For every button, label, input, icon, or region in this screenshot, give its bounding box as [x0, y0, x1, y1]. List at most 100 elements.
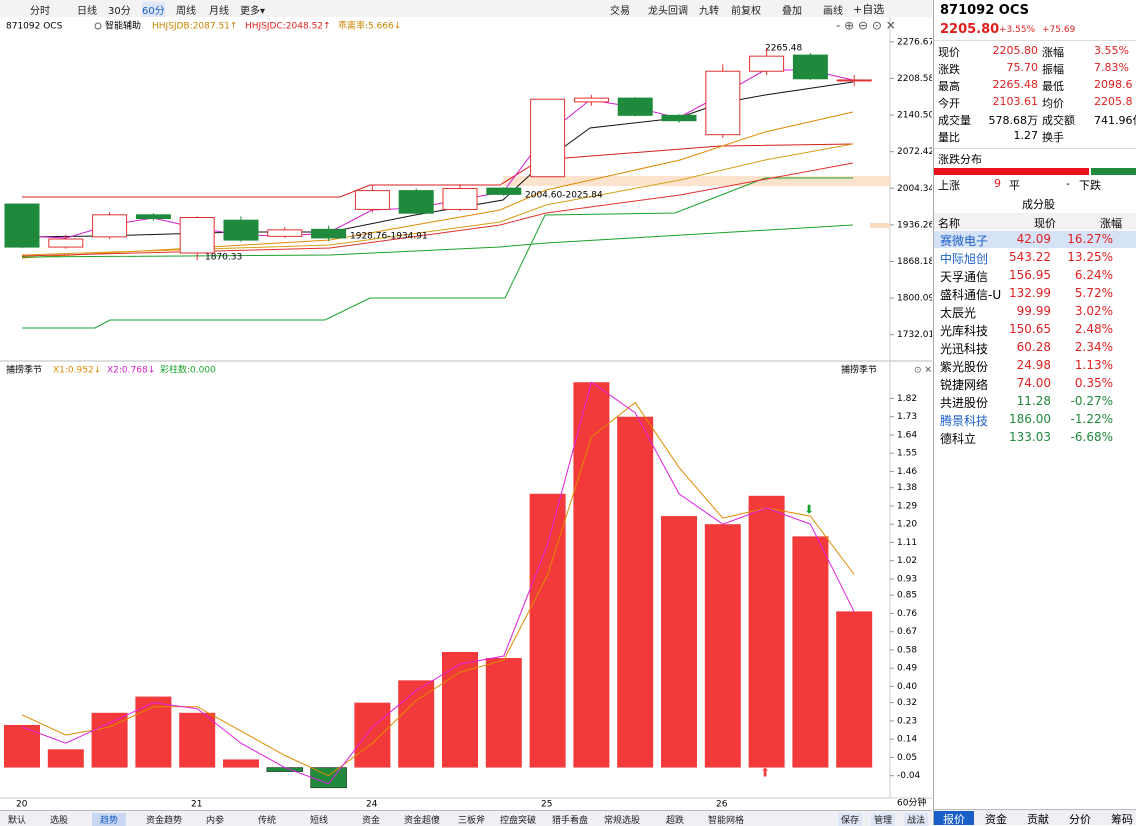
- stock-name[interactable]: 太辰光: [940, 306, 977, 320]
- tab[interactable]: 趋势: [92, 813, 127, 826]
- candle-body: [4, 203, 40, 248]
- bar: [792, 536, 829, 768]
- x-tick-label: 24: [366, 800, 378, 810]
- label: 换手: [1042, 131, 1064, 144]
- panel-tab[interactable]: 分价: [1069, 813, 1091, 825]
- tab[interactable]: 超跌: [666, 816, 685, 826]
- bar: [354, 702, 391, 768]
- stock-name[interactable]: 共进股份: [940, 396, 989, 410]
- panel-tab[interactable]: 筹码: [1111, 813, 1133, 825]
- panel-tab[interactable]: 资金: [985, 813, 1007, 825]
- stock-name[interactable]: 赛微电子: [940, 234, 989, 248]
- toolbar-button[interactable]: 画线: [823, 6, 843, 17]
- panel-tab[interactable]: 贡献: [1027, 813, 1049, 825]
- label: 量比: [938, 131, 960, 144]
- label: 均价: [1042, 97, 1064, 110]
- toolbar-button[interactable]: 周线: [176, 6, 196, 17]
- dist-label: 下跌: [1079, 179, 1101, 192]
- candle-body: [48, 238, 84, 248]
- series-line: [21, 381, 855, 785]
- stock-pct: 1.13%: [1074, 358, 1113, 372]
- stock-name[interactable]: 德科立: [940, 432, 977, 446]
- tab[interactable]: 资金超傻: [404, 816, 441, 826]
- stock-name[interactable]: 中际旭创: [940, 252, 989, 266]
- tab[interactable]: 资金趋势: [146, 816, 183, 826]
- tab[interactable]: 猎手看盘: [552, 816, 589, 826]
- toolbar-button[interactable]: 更多▾: [240, 6, 266, 17]
- y-tick-label: 1.46: [897, 467, 917, 477]
- candle-body: [223, 219, 259, 241]
- candle-body: [311, 228, 347, 239]
- y-tick-label: 0.32: [897, 698, 917, 708]
- toolbar-button[interactable]: 叠加: [782, 6, 802, 17]
- toolbar-button[interactable]: 九转: [699, 6, 719, 17]
- stock-name[interactable]: 光迅科技: [940, 342, 989, 356]
- stock-pct: 2.48%: [1074, 322, 1113, 336]
- stock-name[interactable]: 紫光股份: [940, 360, 989, 374]
- stock-name[interactable]: 锐捷网络: [940, 378, 989, 392]
- tab[interactable]: 资金: [362, 816, 381, 826]
- stock-price: 42.09: [1016, 232, 1051, 246]
- dist-down: [1091, 168, 1136, 175]
- toolbar-button[interactable]: 交易: [610, 6, 630, 17]
- bar: [310, 767, 347, 789]
- label: 涨跌: [938, 63, 960, 76]
- y-tick-label: 1.29: [897, 501, 917, 511]
- toolbar-button[interactable]: +自选: [853, 3, 885, 16]
- value: 3.55%: [1094, 44, 1129, 57]
- toolbar-button[interactable]: 月线: [209, 6, 229, 17]
- tab[interactable]: 常规选股: [604, 816, 641, 826]
- ma-line: [22, 177, 853, 329]
- code: 871092 OCS: [6, 22, 63, 32]
- stock-price: 133.03: [1009, 430, 1051, 444]
- tab[interactable]: 三板斧: [458, 816, 486, 826]
- chart-icons[interactable]: ⊙ ✕: [914, 366, 932, 376]
- y-tick-label: 1.38: [897, 483, 917, 493]
- rule: [934, 40, 1136, 41]
- indicator-b: HHJSJDB:2087.51↑: [152, 22, 237, 32]
- tab[interactable]: 短线: [310, 816, 329, 826]
- panel-tab[interactable]: 报价: [934, 811, 974, 825]
- value: 1.27: [1013, 129, 1039, 142]
- indicator-c: HHJSJDC:2048.52↑: [245, 22, 331, 32]
- zone: [503, 176, 890, 186]
- chart-icons[interactable]: ‑ ⊕ ⊖ ⊙ ✕: [836, 19, 896, 33]
- candle-body: [530, 98, 566, 178]
- tab[interactable]: 选股: [50, 816, 69, 826]
- label: 最低: [1042, 80, 1064, 93]
- y-tick-label: 1800.09: [897, 294, 932, 304]
- bar: [266, 767, 304, 772]
- value: 2205.80: [992, 44, 1039, 57]
- toolbar-button[interactable]: 龙头回调: [648, 6, 688, 17]
- tab[interactable]: 战法: [904, 813, 929, 826]
- y-tick-label: 1.82: [897, 394, 917, 404]
- label: 成交量: [938, 114, 971, 127]
- tab[interactable]: 智能网格: [708, 816, 745, 826]
- ma-line: [22, 143, 854, 198]
- y-tick-label: 0.58: [897, 645, 917, 655]
- stock-name[interactable]: 光库科技: [940, 324, 989, 338]
- toolbar-button[interactable]: 分时: [30, 6, 50, 17]
- tab[interactable]: 内参: [206, 816, 225, 826]
- col-header: 名称: [938, 217, 960, 230]
- y-tick-label: 1.11: [897, 538, 917, 548]
- y-tick-label: 2276.67: [897, 37, 932, 47]
- tab[interactable]: 控盘突破: [500, 816, 537, 826]
- stock-name[interactable]: 腾景科技: [940, 414, 989, 428]
- bar: [748, 495, 785, 768]
- toolbar-button[interactable]: 日线: [77, 6, 97, 17]
- y-tick-label: 2004.34: [897, 184, 932, 194]
- toolbar-button[interactable]: 前复权: [731, 6, 761, 17]
- stock-name[interactable]: 盛科通信-U: [940, 288, 1002, 302]
- stock-price: 74.00: [1016, 376, 1051, 390]
- stock-name[interactable]: 天孚通信: [940, 270, 989, 284]
- zone: [870, 223, 890, 228]
- tab[interactable]: 传统: [258, 816, 277, 826]
- label: 涨幅: [1042, 46, 1064, 59]
- toolbar-button[interactable]: 30分: [108, 6, 131, 17]
- value: 7.83%: [1094, 61, 1129, 74]
- tab[interactable]: 管理: [871, 813, 896, 826]
- tab[interactable]: 保存: [838, 813, 863, 826]
- toolbar-button[interactable]: 60分: [142, 2, 165, 17]
- tab[interactable]: 默认: [8, 816, 27, 826]
